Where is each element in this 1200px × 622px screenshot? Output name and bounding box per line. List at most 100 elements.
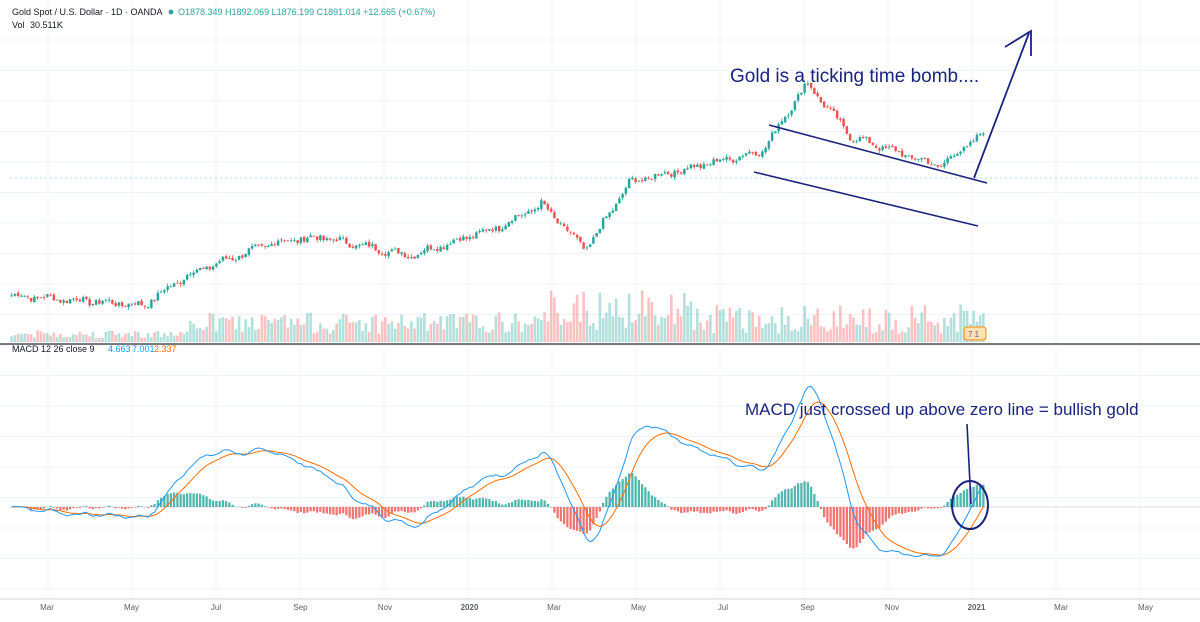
volume-bar xyxy=(641,290,644,342)
macd-histogram-bar xyxy=(368,507,370,515)
volume-bar xyxy=(566,322,569,342)
volume-bar xyxy=(261,315,264,342)
macd-histogram-bar xyxy=(511,502,513,507)
volume-bar xyxy=(550,291,553,342)
volume-bar xyxy=(605,313,608,342)
macd-histogram-bar xyxy=(423,505,425,507)
svg-text:7 1: 7 1 xyxy=(968,330,980,339)
volume-bar xyxy=(748,311,751,342)
macd-histogram-bar xyxy=(914,507,916,511)
macd-histogram-bar xyxy=(813,494,815,507)
macd-histogram-bar xyxy=(660,502,662,507)
volume-bar xyxy=(937,323,940,342)
volume-bar xyxy=(303,324,306,342)
volume-bar xyxy=(404,326,407,342)
macd-histogram-bar xyxy=(634,476,636,507)
macd-histogram-bar xyxy=(179,494,181,507)
volume-bar xyxy=(426,331,429,342)
volume-bar xyxy=(222,317,225,342)
macd-histogram-bar xyxy=(231,505,233,507)
macd-histogram-bar xyxy=(924,507,926,508)
macd-histogram-bar xyxy=(420,507,422,508)
macd-histogram-bar xyxy=(514,500,516,507)
macd-histogram-bar xyxy=(826,507,828,523)
time-axis-label: Jul xyxy=(211,603,221,612)
macd-histogram-bar xyxy=(599,507,601,512)
macd-histogram-bar xyxy=(933,507,935,508)
macd-histogram-bar xyxy=(729,507,731,511)
macd-histogram-bar xyxy=(244,507,246,508)
macd-histogram-bar xyxy=(66,507,68,511)
macd-histogram-bar xyxy=(917,507,919,510)
volume-bar xyxy=(228,320,231,342)
macd-histogram-bar xyxy=(293,507,295,511)
macd-histogram-bar xyxy=(712,507,714,512)
volume-bar xyxy=(852,317,855,342)
macd-histogram-bar xyxy=(602,503,604,507)
volume-bar xyxy=(790,331,793,342)
macd-histogram-bar xyxy=(508,503,510,507)
volume-bar xyxy=(62,337,65,342)
histogram-value: 2.337 xyxy=(154,344,177,354)
macd-histogram-bar xyxy=(283,507,285,509)
volume-bar xyxy=(14,335,17,342)
macd-histogram-bar xyxy=(59,507,61,510)
volume-bar xyxy=(475,316,478,342)
macd-histogram-bar xyxy=(407,507,409,513)
macd-histogram-bar xyxy=(605,497,607,507)
volume-bar xyxy=(803,306,806,342)
volume-bar xyxy=(716,305,719,342)
volume-bar xyxy=(469,322,472,342)
volume-bar xyxy=(660,317,663,342)
volume-bar xyxy=(397,323,400,342)
macd-annotation[interactable]: MACD just crossed up above zero line = b… xyxy=(745,400,1139,419)
volume-bar xyxy=(365,323,368,342)
macd-histogram-bar xyxy=(966,489,968,507)
gold-annotation[interactable]: Gold is a ticking time bomb.... xyxy=(730,66,979,87)
macd-histogram-bar xyxy=(410,507,412,512)
macd-histogram-bar xyxy=(878,507,880,528)
macd-histogram-bar xyxy=(579,507,581,532)
volume-bar xyxy=(287,327,290,342)
price-candle xyxy=(413,256,415,258)
volume-bar xyxy=(150,337,153,342)
volume-bar xyxy=(196,328,199,342)
volume-bar xyxy=(482,327,485,342)
macd-histogram-bar xyxy=(810,487,812,507)
volume-bar xyxy=(521,332,524,342)
macd-histogram-bar xyxy=(680,507,682,513)
volume-bar xyxy=(348,323,351,342)
volume-bar xyxy=(901,331,904,342)
macd-histogram-bar xyxy=(930,507,932,509)
macd-histogram-bar xyxy=(566,507,568,527)
macd-histogram-bar xyxy=(703,507,705,513)
volume-bar xyxy=(651,302,654,342)
macd-histogram-bar xyxy=(820,507,822,509)
volume-bar xyxy=(946,326,949,342)
macd-histogram-bar xyxy=(417,507,419,510)
volume-bar xyxy=(225,318,228,342)
macd-histogram-bar xyxy=(309,507,311,511)
macd-histogram-bar xyxy=(865,507,867,534)
macd-histogram-bar xyxy=(540,499,542,507)
volume-bar xyxy=(563,319,566,342)
volume-bar xyxy=(771,316,774,342)
volume-bar xyxy=(400,315,403,342)
volume-bar xyxy=(27,334,30,342)
time-axis-label: Jul xyxy=(718,603,728,612)
volume-bar xyxy=(280,317,283,342)
pane-widget-icon[interactable]: 7 1 xyxy=(964,327,986,340)
volume-bar xyxy=(134,331,137,342)
macd-histogram-bar xyxy=(696,507,698,512)
volume-bar xyxy=(504,332,507,342)
macd-histogram-bar xyxy=(563,507,565,524)
volume-bar xyxy=(930,322,933,342)
macd-histogram-bar xyxy=(761,507,763,511)
macd-histogram-bar xyxy=(553,507,555,513)
macd-histogram-bar xyxy=(790,488,792,507)
macd-histogram-bar xyxy=(131,507,133,508)
macd-histogram-bar xyxy=(430,501,432,507)
price-candle xyxy=(813,87,815,94)
